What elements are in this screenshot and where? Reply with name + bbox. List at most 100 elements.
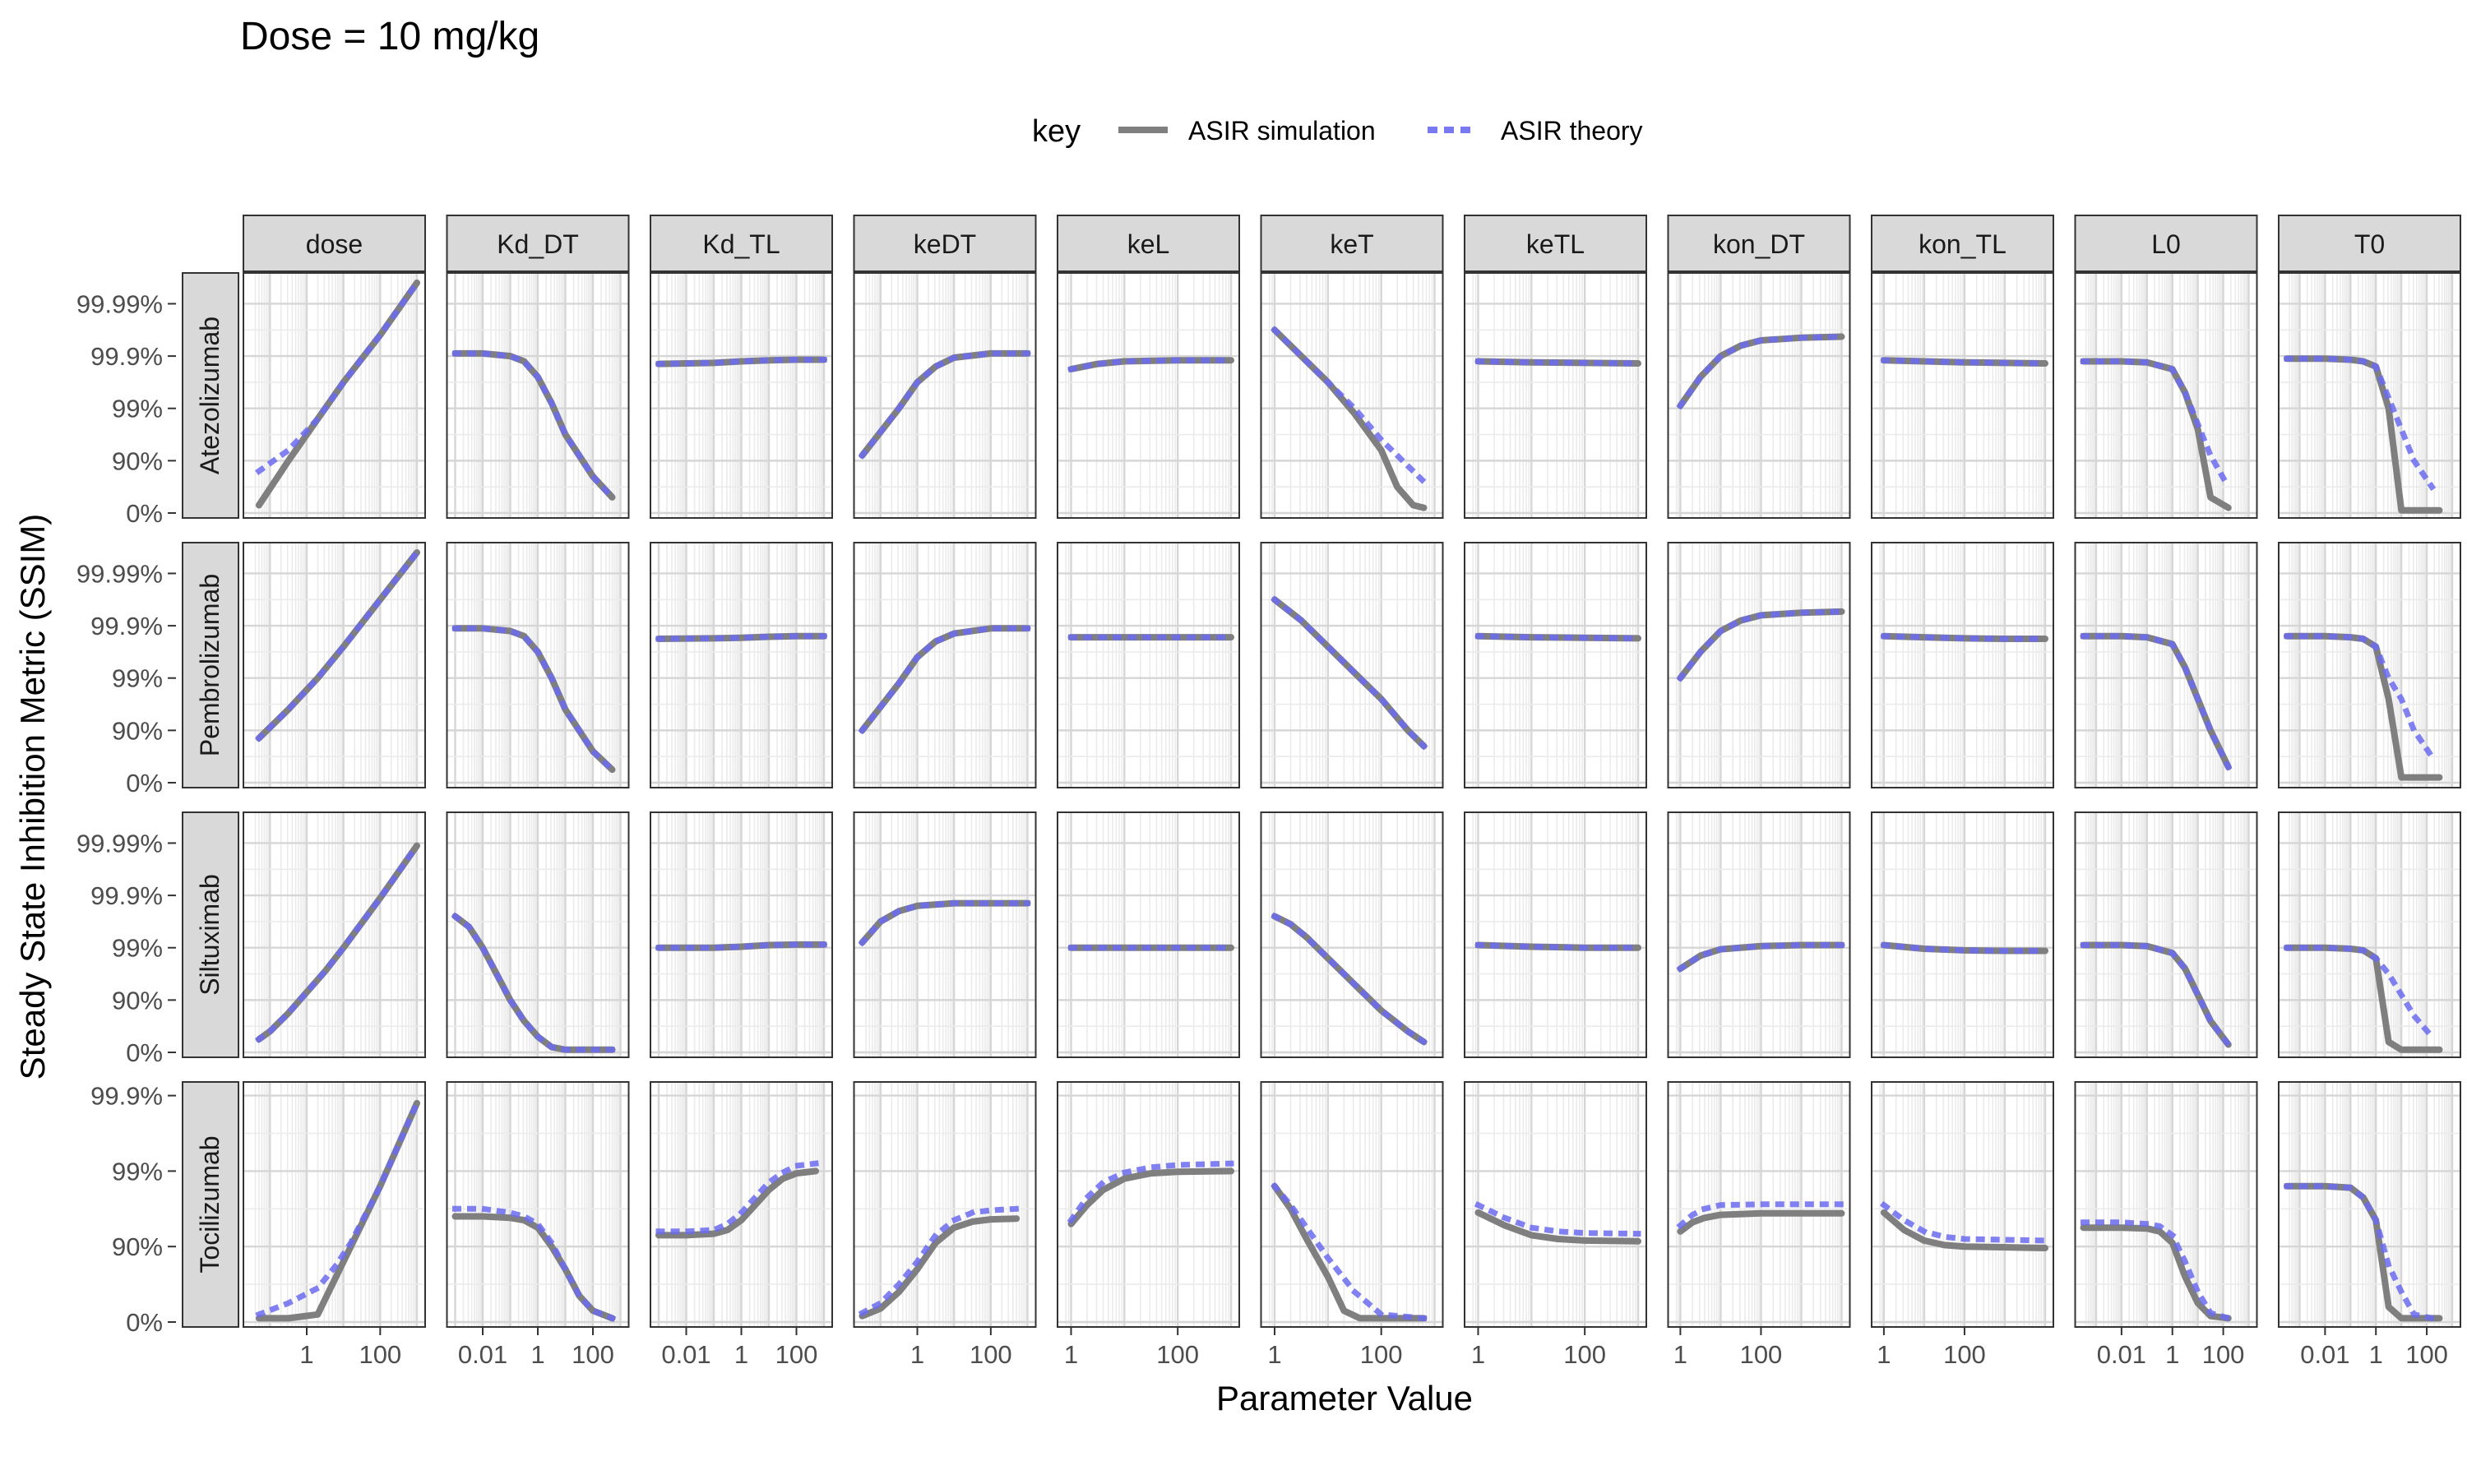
- series-line-theory: [1881, 941, 2048, 954]
- panel-Siltuximab-L0: [2074, 811, 2258, 1058]
- y-tick-label: 0%: [126, 499, 163, 528]
- panel-border: [853, 542, 1037, 788]
- panel-border: [2278, 272, 2461, 519]
- y-tick-label: 0%: [126, 1038, 163, 1067]
- panel-border: [2074, 811, 2258, 1058]
- facet-strip-T0: [2278, 215, 2461, 272]
- series-line-simulation: [1271, 1182, 1428, 1322]
- facet-strip-keTL: [1464, 215, 1647, 272]
- series-line-simulation: [1677, 1209, 1845, 1235]
- series-line-theory: [858, 900, 1030, 947]
- y-tick-label: 90%: [112, 716, 163, 745]
- panel-background: [1465, 812, 1646, 1057]
- series-line-theory: [255, 279, 421, 475]
- facet-panels: dose Kd_DT Kd_TL keDT keL keT keTL kon_DT kon_TL…: [76, 215, 2461, 1369]
- series-line-theory: [1271, 1181, 1428, 1322]
- facet-strip-kon_DT: [1667, 215, 1851, 272]
- legend-label-simulation: ASIR simulation: [1188, 116, 1376, 146]
- panel-Atezolizumab-keTL: [1464, 272, 1647, 519]
- panel-border: [2074, 542, 2258, 788]
- panel-border: [1871, 542, 2054, 788]
- series-line-theory: [858, 1205, 1020, 1317]
- panel-border: [243, 1081, 426, 1328]
- series-line-simulation: [655, 632, 827, 642]
- panel-Siltuximab-Kd_TL: [650, 811, 833, 1058]
- panel-Tocilizumab-dose: 1 100: [243, 1081, 426, 1369]
- series-line-theory: [1676, 333, 1845, 410]
- panel-border: [2074, 272, 2258, 519]
- panel-border: [243, 542, 426, 788]
- x-tick-label: 0.01: [2097, 1340, 2146, 1369]
- y-tick-label: 0%: [126, 769, 163, 797]
- facet-strip-label-keL: keL: [1127, 229, 1170, 259]
- panel-Atezolizumab-keT: [1260, 272, 1444, 519]
- y-axis-label: Steady State Inhibition Metric (SSIM): [13, 514, 52, 1080]
- series-line-theory: [1474, 358, 1641, 367]
- x-tick-label: 100: [2202, 1340, 2245, 1369]
- row-strip-label: Tocilizumab: [195, 1135, 224, 1273]
- x-tick-label: 100: [970, 1340, 1012, 1369]
- y-tick-label: 99.9%: [90, 342, 163, 371]
- panel-Tocilizumab-keT: 1 100: [1260, 1081, 1444, 1369]
- series-line-theory: [255, 1099, 421, 1319]
- panel-Pembrolizumab-Kd_DT: [446, 542, 630, 788]
- panel-Tocilizumab-L0: 0.01 1 100: [2074, 1081, 2258, 1369]
- y-tick-label: 99.99%: [76, 289, 163, 318]
- series-line-theory: [1271, 595, 1428, 751]
- panel-background: [854, 543, 1036, 788]
- x-tick-label: 100: [359, 1340, 401, 1369]
- panel-background: [854, 273, 1036, 518]
- panel-border: [650, 811, 833, 1058]
- x-tick-label: 100: [2405, 1340, 2448, 1369]
- panel-border: [1260, 1081, 1444, 1328]
- series-line-theory: [1676, 942, 1844, 973]
- panel-border: [1667, 272, 1851, 519]
- panel-background: [1058, 812, 1239, 1057]
- panel-background: [1261, 273, 1443, 518]
- x-tick-label: 100: [1943, 1340, 1986, 1369]
- panel-border: [1464, 272, 1647, 519]
- panel-border: [650, 542, 833, 788]
- panel-Tocilizumab-keL: 1 100: [1057, 1081, 1240, 1369]
- series-line-theory: [1474, 633, 1641, 641]
- panel-Pembrolizumab-kon_TL: [1871, 542, 2054, 788]
- series-line-theory: [1676, 608, 1845, 682]
- y-tick-label: 0%: [126, 1308, 163, 1337]
- panel-Siltuximab-dose: [243, 811, 426, 1058]
- panel-border: [1464, 542, 1647, 788]
- series-line-theory: [655, 941, 827, 951]
- series-line-theory: [655, 1160, 819, 1235]
- panel-background: [2279, 273, 2460, 518]
- panel-border: [2278, 1081, 2461, 1328]
- series-line-theory: [2081, 1219, 2233, 1322]
- panel-border: [1871, 1081, 2054, 1328]
- panel-Pembrolizumab-kon_DT: [1667, 542, 1851, 788]
- series-line-theory: [2081, 942, 2233, 1049]
- series-line-simulation: [859, 1215, 1021, 1320]
- panel-background: [2075, 1082, 2257, 1327]
- panel-border: [1057, 1081, 1240, 1328]
- panel-Tocilizumab-keDT: 1 100: [853, 1081, 1037, 1369]
- panel-Siltuximab-T0: [2278, 811, 2461, 1058]
- panel-background: [854, 812, 1036, 1057]
- panel-Tocilizumab-T0: 0.01 1 100: [2278, 1081, 2461, 1369]
- row-strip-label: Pembrolizumab: [195, 574, 224, 756]
- panel-border: [1464, 811, 1647, 1058]
- series-line-theory: [452, 350, 617, 502]
- panel-Pembrolizumab-L0: [2074, 542, 2258, 788]
- series-line-theory: [452, 1205, 617, 1322]
- panel-Tocilizumab-Kd_DT: 0.01 1 100: [446, 1081, 630, 1369]
- legend-title: key: [1032, 114, 1081, 149]
- panel-border: [2278, 811, 2461, 1058]
- panel-Atezolizumab-L0: [2074, 272, 2258, 519]
- panel-border: [1260, 542, 1444, 788]
- panel-background: [1465, 273, 1646, 518]
- series-line-simulation: [255, 1099, 420, 1322]
- panel-border: [853, 811, 1037, 1058]
- facet-strip-keT: [1260, 215, 1444, 272]
- y-tick-label: 99%: [112, 934, 163, 963]
- series-line-theory: [2284, 945, 2437, 1041]
- panel-border: [1260, 272, 1444, 519]
